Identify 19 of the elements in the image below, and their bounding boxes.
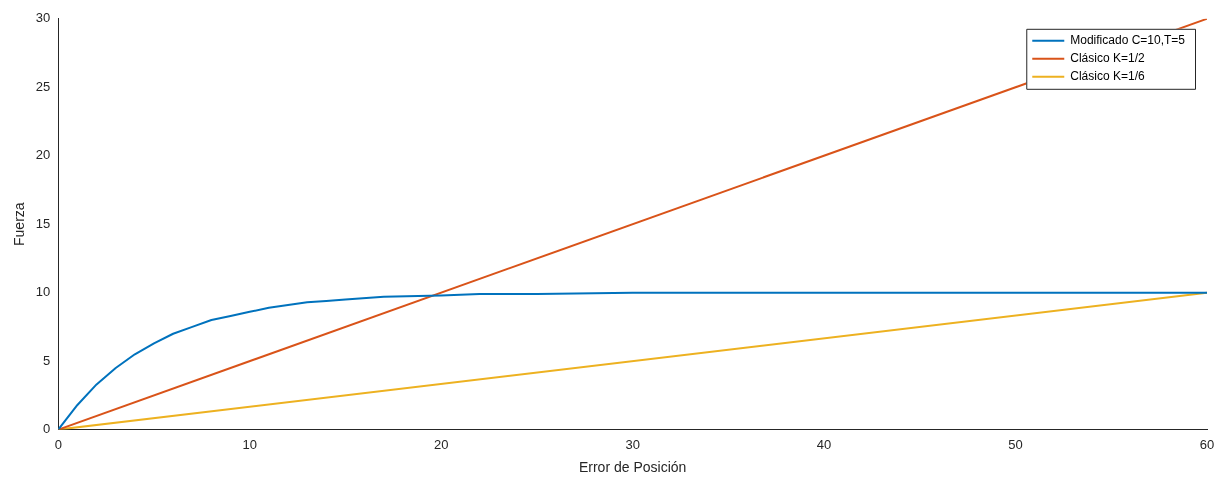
y-tick-label: 20 (35, 147, 51, 163)
y-tick-label: 30 (35, 10, 51, 26)
x-tick-label: 50 (1008, 436, 1023, 452)
x-tick-label: 40 (816, 436, 832, 452)
y-tick-label: 25 (35, 78, 51, 94)
legend-label: Clásico K=1/6 (1070, 69, 1145, 84)
legend-label: Clásico K=1/2 (1070, 51, 1145, 66)
x-tick-label: 30 (625, 436, 640, 452)
y-tick-label: 0 (43, 421, 51, 437)
y-tick-label: 5 (43, 352, 51, 368)
x-axis-title: Error de Posición (578, 459, 687, 476)
legend-label: Modificado C=10,T=5 (1070, 33, 1186, 48)
x-tick-label: 60 (1199, 436, 1215, 452)
x-tick-label: 0 (54, 436, 62, 452)
y-axis-title: Fuerza (11, 202, 28, 246)
y-tick-label: 15 (35, 215, 51, 231)
x-tick-label: 20 (433, 436, 449, 452)
x-tick-label: 10 (242, 436, 257, 452)
y-tick-label: 10 (35, 284, 51, 300)
